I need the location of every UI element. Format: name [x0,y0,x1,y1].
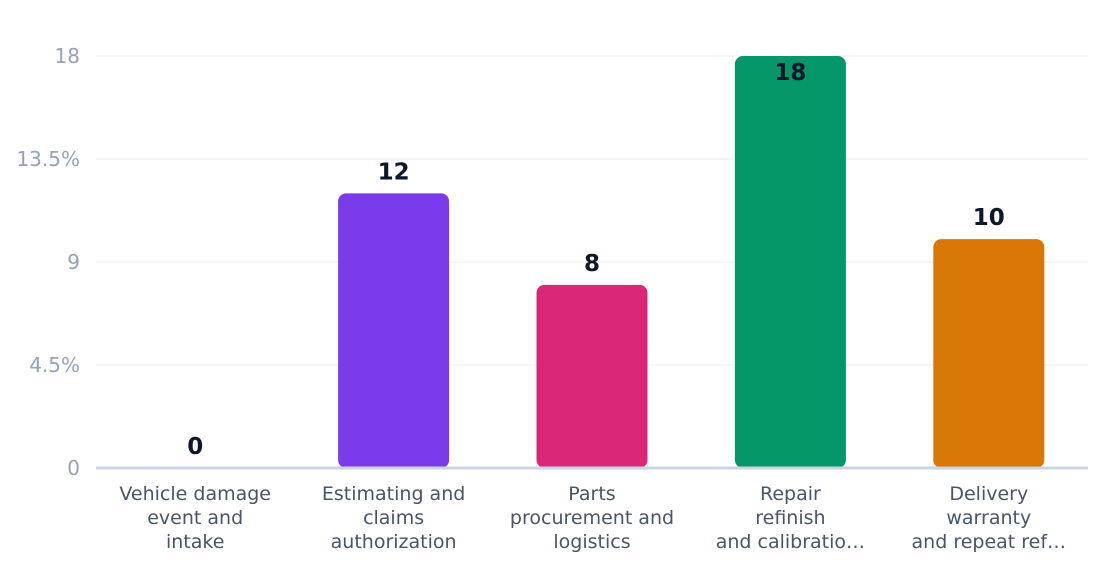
x-tick-label-line: Delivery [949,483,1028,505]
y-tick-label: 18 [55,44,80,68]
bars [338,56,1045,469]
x-tick-label-line: Vehicle damage [119,483,271,505]
x-tick-label: Vehicle damage event and intake [119,483,271,553]
x-tick-label-line: authorization [331,531,457,553]
x-tick-label: Estimating and claims authorization [322,483,465,553]
bar [536,284,648,468]
y-axis-ticks: 0 4.5% 9 13.5% 18 [16,44,80,480]
x-tick-label-line: Repair [760,483,821,505]
data-label: 12 [378,159,410,185]
x-tick-label-line: intake [166,531,224,553]
x-tick-label-line: refinish [755,507,825,529]
bar [734,56,846,468]
x-tick-label-line: and calibratio… [716,531,865,553]
x-tick-label-line: warranty [946,507,1031,529]
x-tick-label-line: procurement and [510,507,674,529]
x-tick-label: Delivery warranty and repeat ref… [912,483,1067,553]
y-tick-label: 13.5% [16,147,80,171]
data-label: 0 [187,434,203,460]
x-axis-ticks: Vehicle damage event and intake Estimating … [119,483,1066,553]
x-tick-label-line: event and [147,507,243,529]
y-tick-label: 4.5% [29,353,80,377]
y-tick-label: 9 [67,250,80,274]
bar [933,239,1045,468]
x-tick-label-line: claims [363,507,424,529]
x-tick-label-line: logistics [553,531,630,553]
x-tick-label: Repair refinish and calibratio… [716,483,865,553]
data-label: 18 [774,60,806,86]
data-label: 10 [973,205,1005,231]
x-tick-label: Parts procurement and logistics [510,483,674,553]
data-labels: 0 12 8 18 10 [187,60,1005,460]
x-tick-label-line: and repeat ref… [912,531,1067,553]
x-tick-label-line: Parts [568,483,615,505]
x-tick-label-line: Estimating and [322,483,465,505]
data-label: 8 [584,251,600,277]
y-tick-label: 0 [67,456,80,480]
bar [338,193,450,469]
